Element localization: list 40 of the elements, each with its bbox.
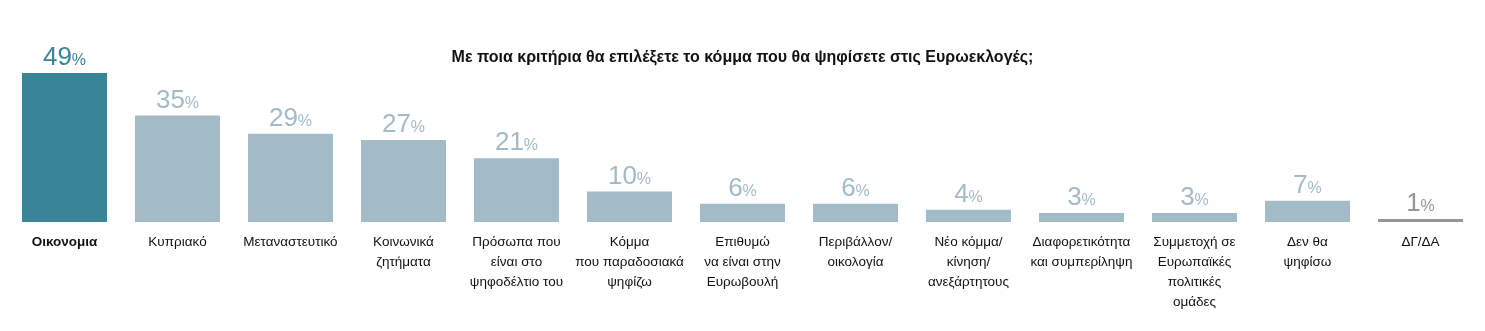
bar [813,203,898,222]
x-tick-label: Κόμμα που παραδοσιακά ψηφίζω [575,234,685,289]
x-tick-label: Μεταναστευτικό [243,234,338,249]
bar [1152,212,1237,222]
x-tick-label: Επιθυμώ να είναι στην Ευρωβουλή [704,234,782,289]
data-label: 1% [1406,186,1435,217]
bar [587,191,672,222]
bar [248,133,333,222]
bar [361,139,446,222]
x-tick-label: Δεν θα ψηφίσω [1283,234,1332,269]
bar [474,158,559,222]
data-label: 3% [1067,180,1096,211]
data-label: 27% [381,107,426,138]
data-label: 49% [42,41,87,71]
data-label: 29% [268,101,313,132]
data-label: 35% [155,83,200,114]
x-tick-label: Οικονομια [31,234,99,249]
x-tick-label: Κυπριακό [148,234,207,249]
x-tick-label: Διαφορετικότητα και συμπερίληψη [1030,234,1133,269]
x-tick-label: Νέο κόμμα/ κίνηση/ ανεξάρτητους [928,234,1010,289]
chart-title: Με ποια κριτήρια θα επιλέξετε το κόμμα που θα ψηφίσετε στις Ευρωεκλογές; [451,48,1034,65]
x-tick-label: Περιβάλλον/ οικολογία [818,234,893,269]
x-tick-label: Συμμετοχή σε Ευρωπαϊκές πολιτικές ομάδες [1153,234,1236,309]
x-tick-label: Κοινωνικά ζητήματα [373,234,435,269]
data-label: 3% [1180,180,1209,211]
bar [1378,218,1463,222]
data-label: 4% [954,177,983,208]
bar [700,203,785,222]
data-label: 10% [607,159,652,190]
bar [135,115,220,222]
bar [926,209,1011,222]
data-label: 6% [841,171,870,202]
bar [1039,212,1124,222]
x-tick-label: ΔΓ/ΔΑ [1401,234,1440,249]
bar [22,73,107,222]
x-tick-label: Πρόσωπα που είναι στο ψηφοδέλτιο του [469,234,564,289]
data-label: 6% [728,171,757,202]
data-label: 7% [1293,168,1322,199]
bar [1265,200,1350,222]
data-label: 21% [494,126,539,157]
